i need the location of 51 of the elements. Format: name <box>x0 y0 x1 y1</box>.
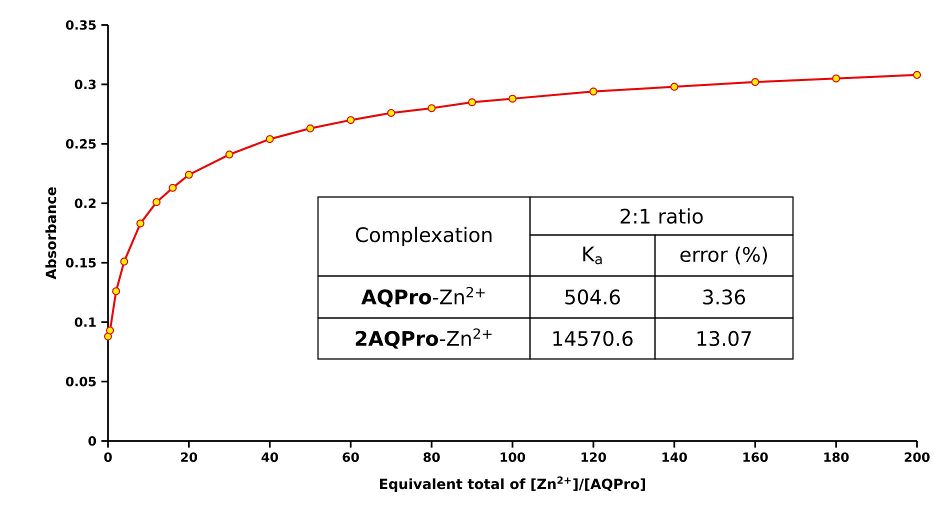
annotation: 13.07 <box>698 330 751 346</box>
x-tick-label: 120 <box>582 452 606 462</box>
x-tick-label: 40 <box>262 452 278 462</box>
annotation: 3.36 <box>703 289 745 305</box>
point <box>168 184 177 192</box>
point <box>120 258 128 266</box>
x-tick-label: 20 <box>181 452 198 462</box>
point <box>751 78 760 86</box>
x-axis-title: Equivalent total of [Zn$^{2+}$]/[AQPro] <box>380 476 646 492</box>
annotation: error (%) <box>680 246 767 264</box>
annotation: 14570.6 <box>553 330 633 346</box>
point <box>346 116 355 124</box>
point <box>136 219 144 228</box>
y-tick-label: 0.05 <box>66 376 96 386</box>
x-tick-label: 180 <box>824 452 849 462</box>
point <box>508 94 517 103</box>
point <box>832 74 840 82</box>
y-tick-label: 0.15 <box>66 258 96 268</box>
point <box>912 70 921 79</box>
point <box>428 104 436 112</box>
annotation: K$_{a}$ <box>583 246 602 264</box>
annotation: Complexation <box>356 226 492 246</box>
point <box>468 98 476 106</box>
point <box>670 82 678 91</box>
y-tick-label: 0 <box>88 436 96 446</box>
x-tick-label: 100 <box>500 452 526 462</box>
y-tick-label: 0.3 <box>74 80 96 90</box>
x-tick-label: 60 <box>342 452 359 462</box>
point <box>589 88 598 96</box>
point <box>106 326 114 334</box>
annotation: 504.6 <box>565 289 620 305</box>
x-tick-label: 0 <box>104 452 112 462</box>
y-axis-title: Absorbance <box>45 187 56 280</box>
y-tick-label: 0.35 <box>66 20 96 30</box>
y-tick-label: 0.25 <box>66 139 96 149</box>
point <box>225 150 234 159</box>
annotation: 2AQPro-Zn$^{2+}$ <box>356 328 492 349</box>
point <box>184 170 193 179</box>
y-tick-label: 0.2 <box>74 198 96 208</box>
annotation: AQPro-Zn$^{2+}$ <box>361 286 485 308</box>
y-tick-label: 0.1 <box>74 317 96 327</box>
x-tick-label: 80 <box>424 452 440 462</box>
point <box>306 124 314 132</box>
point <box>387 108 396 117</box>
x-tick-label: 160 <box>743 452 768 462</box>
point <box>112 287 120 296</box>
point <box>152 198 161 206</box>
x-tick-label: 140 <box>662 452 687 462</box>
point <box>266 135 274 144</box>
annotation: 2:1 ratio <box>620 208 703 224</box>
x-tick-label: 200 <box>904 452 930 462</box>
